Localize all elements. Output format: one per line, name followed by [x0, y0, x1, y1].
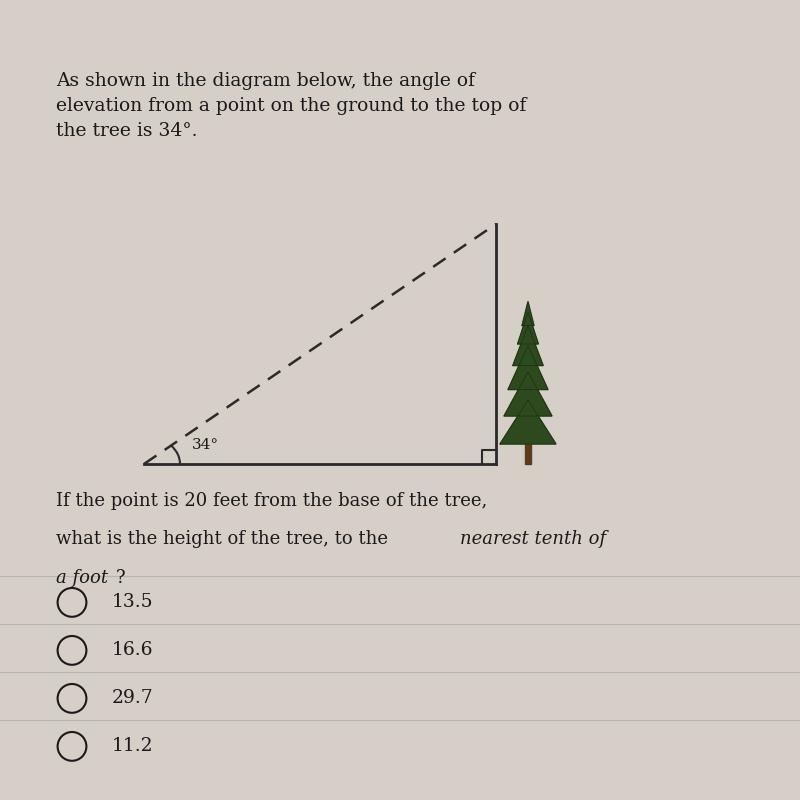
Polygon shape: [504, 372, 552, 416]
Text: 16.6: 16.6: [112, 642, 154, 659]
Text: As shown in the diagram below, the angle of
elevation from a point on the ground: As shown in the diagram below, the angle…: [56, 72, 526, 140]
Text: ?: ?: [116, 569, 126, 587]
Text: 13.5: 13.5: [112, 594, 154, 611]
Text: 29.7: 29.7: [112, 690, 154, 707]
Text: nearest tenth of: nearest tenth of: [460, 530, 606, 549]
Polygon shape: [518, 312, 538, 344]
Text: 34°: 34°: [192, 438, 219, 452]
Text: 11.2: 11.2: [112, 738, 154, 755]
Text: If the point is 20 feet from the base of the tree,: If the point is 20 feet from the base of…: [56, 492, 487, 510]
Text: a foot: a foot: [56, 569, 108, 587]
Polygon shape: [508, 346, 548, 390]
Polygon shape: [522, 302, 534, 326]
Polygon shape: [525, 444, 531, 464]
Polygon shape: [500, 400, 556, 444]
Text: what is the height of the tree, to the: what is the height of the tree, to the: [56, 530, 394, 549]
Polygon shape: [513, 326, 543, 366]
